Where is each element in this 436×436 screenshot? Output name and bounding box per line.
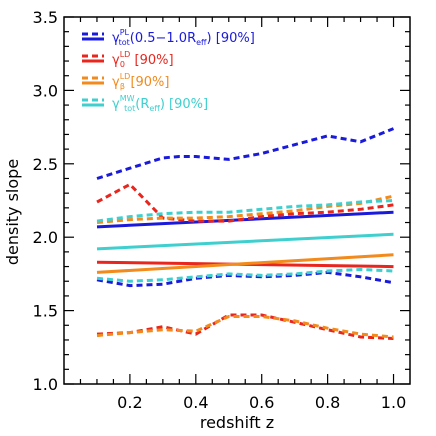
y-tick-label: 3.0 [33,81,58,100]
legend-label: γLD β [90%] [112,72,169,91]
x-tick-label: 0.2 [117,393,142,412]
x-tick-label: 1.0 [381,393,406,412]
series-ld0-lower-line [96,313,394,340]
series-ldb-lower-line [96,315,394,339]
legend-entry-ld0: γLD 0 [90%] [82,50,174,69]
y-axis-label: density slope [3,159,22,265]
y-tick-label: 1.5 [33,302,58,321]
legend-label: γMW tot(Reff) [90%] [112,94,208,113]
y-tick-label: 3.5 [33,8,58,27]
series-ld0-upper-line [96,182,394,223]
series-pl-mid-line [96,210,394,229]
series-mw-mid-line [96,232,394,251]
legend: γPL tot(0.5−1.0Reff) [90%] γLD 0 [90%] γLD β[… [82,28,255,113]
x-tick-label: 0.8 [315,393,340,412]
series-pl-upper-line [96,127,395,180]
y-tick-label: 2.0 [33,228,58,247]
x-axis-label: redshift z [200,413,274,432]
legend-entry-ldb: γLD β [90%] [82,72,169,91]
y-tick-label: 2.5 [33,155,58,174]
legend-label: γPL tot(0.5−1.0Reff) [90%] [112,28,255,47]
plot-frame [63,16,411,385]
y-tick-label: 1.0 [33,375,58,394]
x-tick-label: 0.4 [183,393,208,412]
series-ldb-mid-line [96,253,394,274]
legend-entry-mw: γMW tot(Reff) [90%] [82,94,208,113]
legend-entry-pl: γPL tot(0.5−1.0Reff) [90%] [82,28,255,47]
plot-area [96,127,395,340]
axes: 0.2 0.4 0.6 0.8 1.0 1.0 1.5 2.0 2.5 3.0 3.5 [33,8,411,412]
x-tick-label: 0.6 [249,393,274,412]
legend-label: γLD 0 [90%] [112,50,174,69]
series-pl-lower-line [96,270,394,288]
